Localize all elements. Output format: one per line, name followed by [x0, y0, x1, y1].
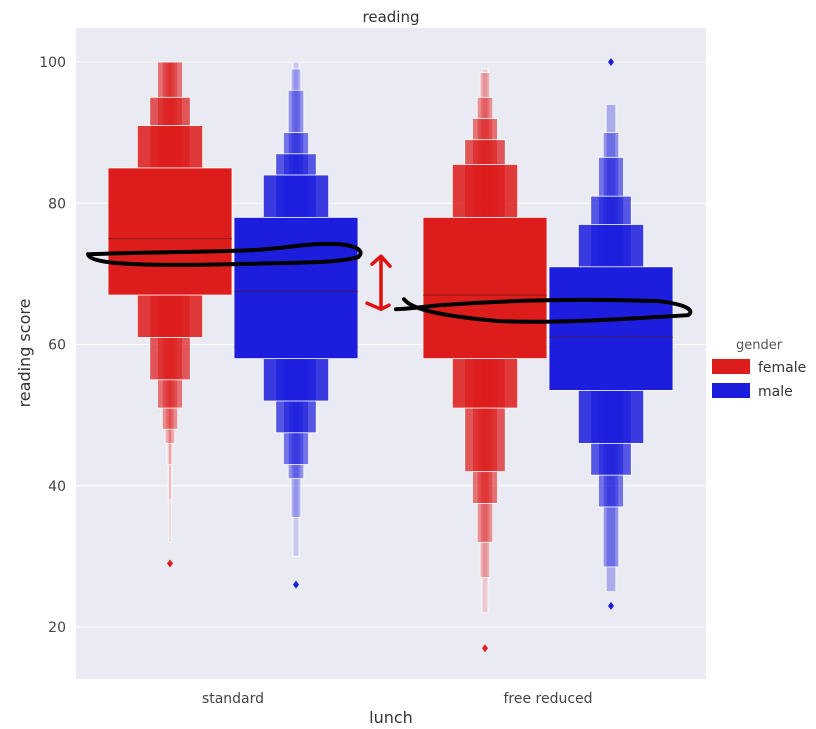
legend-label-male: male — [758, 384, 793, 400]
y-tick-60: 60 — [48, 338, 66, 354]
x-tick-standard: standard — [202, 691, 264, 707]
y-tick-40: 40 — [48, 479, 66, 495]
y-tick-labels: 20 40 60 80 100 — [39, 55, 66, 636]
outlier-male-standard-0 — [293, 580, 299, 589]
annotation-loop-free-reduced — [394, 297, 693, 324]
outlier-female-standard-0 — [167, 559, 173, 568]
y-tick-100: 100 — [39, 55, 66, 71]
legend-label-female: female — [758, 360, 806, 376]
median-lines — [108, 237, 673, 339]
x-tick-free-reduced: free reduced — [503, 691, 592, 707]
legend-swatch-female — [712, 359, 750, 374]
annotation-double-arrow — [365, 254, 392, 311]
y-tick-20: 20 — [48, 620, 66, 636]
x-tick-labels: standard free reduced — [202, 691, 593, 707]
box-female-standard-level-0 — [107, 167, 233, 296]
box-male-free-reduced-level-0 — [548, 266, 674, 391]
outlier-points — [167, 58, 614, 653]
chart-title: reading — [363, 8, 420, 26]
outlier-male-free-reduced-1 — [608, 58, 614, 66]
outlier-female-free-reduced-0 — [482, 644, 488, 653]
legend-swatch-male — [712, 383, 750, 398]
y-tick-80: 80 — [48, 196, 66, 212]
legend: gender female male — [712, 338, 806, 400]
legend-title: gender — [736, 338, 783, 353]
outlier-male-free-reduced-0 — [608, 601, 614, 610]
annotation-loop-standard — [86, 241, 363, 267]
box-male-standard-level-0 — [233, 216, 359, 360]
box-female-free-reduced-level-0 — [422, 216, 548, 360]
x-axis-label: lunch — [369, 708, 413, 727]
y-axis-label: reading score — [15, 299, 34, 408]
hand-drawn-annotations — [86, 241, 693, 324]
